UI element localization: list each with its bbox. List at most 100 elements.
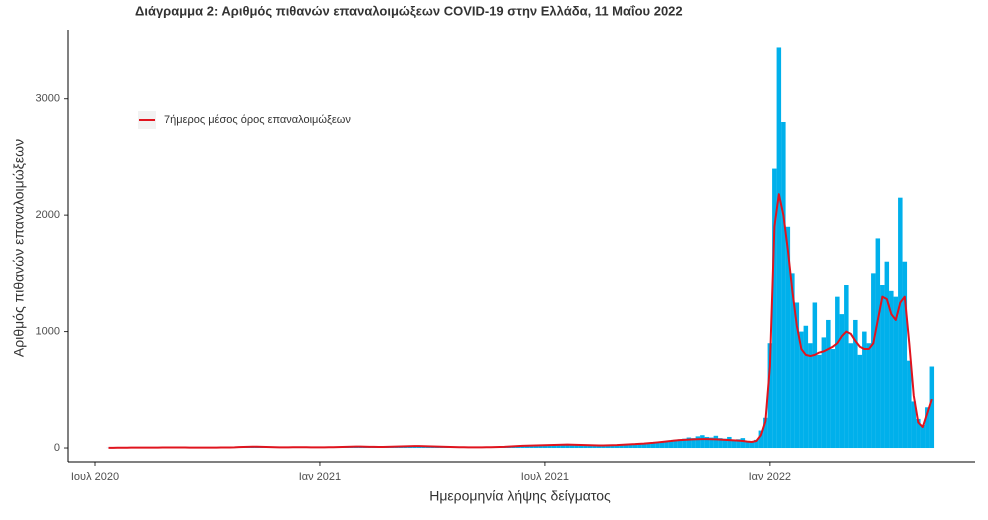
bar bbox=[857, 354, 863, 449]
bar bbox=[731, 439, 737, 449]
bar bbox=[803, 325, 809, 449]
bar bbox=[709, 437, 714, 449]
bar bbox=[547, 444, 552, 449]
bar bbox=[907, 360, 912, 449]
bar bbox=[889, 290, 894, 449]
bar bbox=[538, 445, 543, 449]
bar bbox=[623, 444, 629, 449]
bar bbox=[862, 331, 867, 449]
bar bbox=[830, 349, 836, 449]
bar bbox=[767, 343, 773, 449]
bar bbox=[713, 435, 719, 449]
x-axis-label: Ημερομηνία λήψης δείγματος bbox=[429, 488, 611, 504]
bar bbox=[763, 417, 768, 449]
bar bbox=[551, 444, 557, 449]
bar bbox=[916, 418, 921, 449]
bar bbox=[668, 440, 674, 449]
chart-title: Διάγραμμα 2: Αριθμός πιθανών επαναλοιμώξ… bbox=[135, 3, 683, 18]
bar bbox=[821, 337, 827, 449]
y-tick-label: 2000 bbox=[36, 209, 60, 221]
y-tick-label: 0 bbox=[54, 442, 60, 454]
bar bbox=[632, 443, 638, 449]
bar bbox=[749, 442, 755, 449]
bar bbox=[533, 444, 539, 449]
bar bbox=[673, 439, 678, 449]
bar bbox=[610, 444, 615, 449]
bar bbox=[718, 438, 723, 449]
bar bbox=[812, 302, 818, 449]
bar bbox=[596, 445, 602, 449]
bar bbox=[794, 302, 800, 449]
x-tick-label: Ιουλ 2020 bbox=[71, 471, 119, 483]
x-tick-label: Ιαν 2021 bbox=[299, 471, 341, 483]
bar bbox=[875, 238, 881, 449]
bar bbox=[704, 436, 710, 449]
bar bbox=[929, 366, 935, 449]
bar bbox=[655, 442, 660, 449]
y-tick-label: 1000 bbox=[36, 325, 60, 337]
bar bbox=[925, 407, 930, 449]
bar bbox=[650, 442, 656, 449]
bar bbox=[754, 439, 759, 449]
bar bbox=[911, 401, 917, 449]
bar bbox=[844, 285, 849, 449]
bar bbox=[695, 436, 701, 449]
bar bbox=[605, 445, 611, 449]
bar bbox=[659, 441, 665, 449]
bar bbox=[614, 444, 620, 449]
bar bbox=[785, 226, 791, 449]
bar bbox=[583, 445, 588, 449]
bar bbox=[848, 343, 854, 449]
bar bbox=[835, 296, 840, 449]
bar bbox=[902, 261, 908, 449]
bar bbox=[781, 121, 786, 449]
bar bbox=[601, 445, 606, 449]
bar bbox=[700, 435, 705, 449]
bar bbox=[880, 285, 885, 449]
bar bbox=[619, 444, 624, 449]
bar bbox=[758, 430, 764, 449]
bar bbox=[578, 444, 584, 449]
bar bbox=[686, 437, 692, 449]
y-tick-label: 3000 bbox=[36, 93, 60, 105]
bar bbox=[646, 442, 651, 449]
bar bbox=[556, 444, 561, 449]
bar bbox=[884, 261, 890, 449]
line bbox=[108, 193, 933, 449]
bar bbox=[727, 436, 732, 449]
bar bbox=[898, 197, 903, 449]
bar bbox=[736, 439, 741, 449]
bar bbox=[542, 445, 548, 449]
bar bbox=[524, 445, 530, 449]
bar bbox=[866, 343, 872, 449]
bar bbox=[691, 438, 696, 449]
bar bbox=[569, 444, 575, 449]
bar bbox=[587, 445, 593, 449]
bar bbox=[920, 424, 926, 449]
bar bbox=[745, 441, 750, 449]
bar bbox=[628, 443, 633, 449]
bar bbox=[826, 319, 831, 449]
bar bbox=[722, 438, 728, 449]
bar bbox=[790, 273, 795, 449]
bar bbox=[871, 273, 876, 449]
legend-label: 7ήμερος μέσος όρος επαναλοιμώξεων bbox=[164, 114, 351, 126]
bar bbox=[799, 331, 804, 449]
x-tick-label: Ιαν 2022 bbox=[749, 471, 791, 483]
bar bbox=[565, 443, 570, 449]
bar bbox=[574, 444, 579, 449]
bar bbox=[682, 438, 687, 449]
bar bbox=[637, 443, 642, 449]
bar bbox=[853, 319, 858, 449]
bar bbox=[592, 445, 597, 449]
bar bbox=[808, 343, 813, 449]
bar bbox=[664, 441, 669, 449]
bar bbox=[529, 445, 534, 449]
bar bbox=[817, 354, 822, 449]
bar bbox=[560, 444, 566, 449]
bar bbox=[776, 47, 782, 449]
y-axis-label: Αριθμός πιθανών επαναλοιμώξεων bbox=[11, 139, 27, 357]
bar bbox=[740, 438, 746, 449]
bar bbox=[839, 314, 845, 449]
